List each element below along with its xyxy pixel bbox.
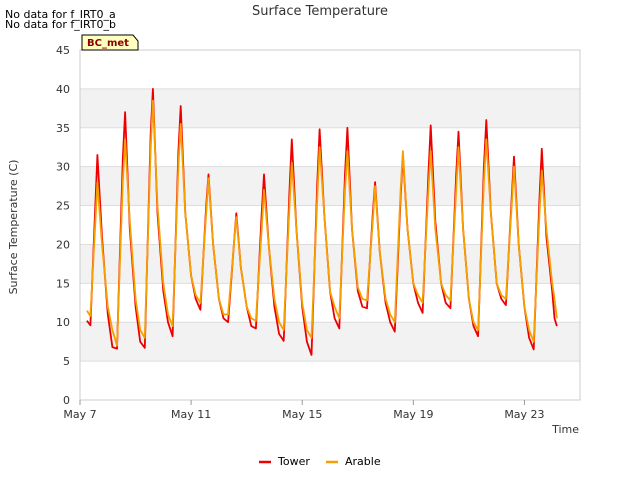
y-tick-label: 10	[56, 316, 70, 329]
y-axis-ticks: 0 5 10 15 20 25 30 35 40 45	[56, 44, 70, 407]
band	[80, 166, 580, 206]
no-data-note-a: No data for f_IRT0_a	[5, 8, 116, 21]
x-tick-label: May 15	[282, 408, 322, 421]
y-tick-label: 45	[56, 44, 70, 57]
band	[80, 88, 580, 128]
y-axis-label: Surface Temperature (C)	[7, 160, 20, 295]
y-tick-label: 35	[56, 122, 70, 135]
x-tick-label: May 19	[393, 408, 433, 421]
x-axis-label: Time	[551, 423, 579, 436]
legend-label-arable: Arable	[345, 455, 381, 468]
legend: Tower Arable	[259, 455, 381, 468]
plot-area	[79, 49, 581, 401]
series-line-tower	[86, 88, 558, 356]
x-tick-label: May 23	[504, 408, 544, 421]
band	[80, 244, 580, 284]
badge: BC_met	[81, 34, 139, 51]
no-data-note-b: No data for f_IRT0_b	[5, 18, 117, 31]
y-tick-label: 15	[56, 277, 70, 290]
chart-title: Surface Temperature	[252, 4, 388, 19]
x-tick-label: May 11	[171, 408, 211, 421]
y-tick-label: 20	[56, 238, 70, 251]
series-line-arable	[86, 99, 558, 347]
badge-box	[81, 34, 139, 51]
band	[80, 322, 580, 362]
legend-label-tower: Tower	[277, 455, 310, 468]
y-tick-label: 0	[63, 394, 70, 407]
y-tick-label: 30	[56, 161, 70, 174]
x-axis-ticks: May 7 May 11 May 15 May 19 May 23	[63, 400, 545, 421]
x-tick-label: May 7	[63, 408, 96, 421]
y-tick-label: 5	[63, 355, 70, 368]
y-tick-label: 25	[56, 200, 70, 213]
background-bands	[80, 88, 580, 362]
badge-label: BC_met	[87, 38, 129, 49]
series-lines	[86, 88, 558, 356]
y-tick-label: 40	[56, 83, 70, 96]
